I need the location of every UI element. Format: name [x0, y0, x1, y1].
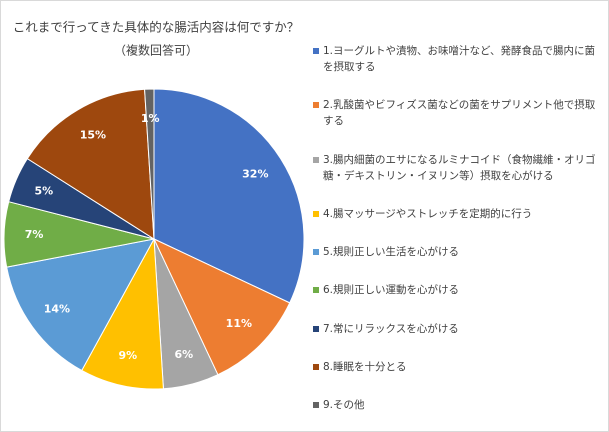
pie-slice	[6, 238, 155, 372]
legend-swatch	[313, 210, 319, 217]
pie-slice	[153, 88, 305, 304]
legend-item: 7.常にリラックスを心がける	[313, 321, 598, 337]
legend-item: 8.睡眠を十分とる	[313, 359, 598, 375]
pie-slice	[144, 88, 155, 240]
legend-item: 4.腸マッサージやストレッチを定期的に行う	[313, 206, 598, 222]
data-label: 6%	[174, 348, 193, 361]
legend-swatch	[313, 402, 319, 408]
legend-item: 9.その他	[313, 397, 598, 413]
legend-swatch	[313, 325, 319, 332]
data-label: 7%	[25, 228, 44, 241]
legend-swatch	[313, 48, 319, 54]
legend-label: 3.腸内細菌のエサになるルミナコイド（食物繊維・オリゴ糖・デキストリン・イヌリン…	[323, 153, 596, 182]
legend-label: 1.ヨーグルトや漬物、お味噌汁など、発酵食品で腸内に菌を摂取する	[323, 45, 595, 73]
legend-item: 2.乳酸菌やビフィズス菌などの菌をサプリメント他で摂取する	[313, 97, 598, 129]
legend-swatch	[313, 102, 319, 109]
legend-item: 6.規則正しい運動を心がける	[313, 282, 598, 298]
data-label: 5%	[35, 184, 54, 197]
data-label: 14%	[44, 303, 70, 316]
data-label: 1%	[141, 112, 160, 125]
legend-swatch	[313, 249, 319, 255]
legend-label: 5.規則正しい生活を心がける	[323, 246, 460, 258]
legend-label: 6.規則正しい運動を心がける	[323, 284, 460, 297]
pie-slice	[81, 237, 164, 390]
legend-swatch	[313, 287, 319, 294]
legend-label: 8.睡眠を十分とる	[323, 360, 407, 373]
data-label: 9%	[118, 349, 137, 362]
legend-swatch	[313, 363, 319, 370]
legend-swatch	[313, 156, 319, 163]
legend-item: 1.ヨーグルトや漬物、お味噌汁など、発酵食品で腸内に菌を摂取する	[313, 43, 598, 75]
data-label: 11%	[226, 317, 252, 330]
pie-slice	[26, 88, 155, 240]
legend-label: 7.常にリラックスを心がける	[323, 322, 459, 335]
data-label: 32%	[242, 168, 268, 181]
chart-title: これまで行ってきた具体的な腸活内容は何ですか？	[13, 20, 300, 35]
chart-subtitle: （複数回答可）	[114, 43, 198, 58]
data-label: 15%	[80, 129, 106, 142]
legend: 1.ヨーグルトや漬物、お味噌汁など、発酵食品で腸内に菌を摂取する 2.乳酸菌やビフ…	[313, 43, 598, 413]
legend-item: 5.規則正しい生活を心がける	[313, 244, 598, 260]
legend-label: 9.その他	[323, 399, 365, 411]
legend-label: 2.乳酸菌やビフィズス菌などの菌をサプリメント他で摂取する	[323, 99, 596, 128]
pie-slice	[152, 237, 291, 376]
legend-label: 4.腸マッサージやストレッチを定期的に行う	[323, 207, 533, 220]
legend-item: 3.腸内細菌のエサになるルミナコイド（食物繊維・オリゴ糖・デキストリン・イヌリン…	[313, 152, 598, 184]
